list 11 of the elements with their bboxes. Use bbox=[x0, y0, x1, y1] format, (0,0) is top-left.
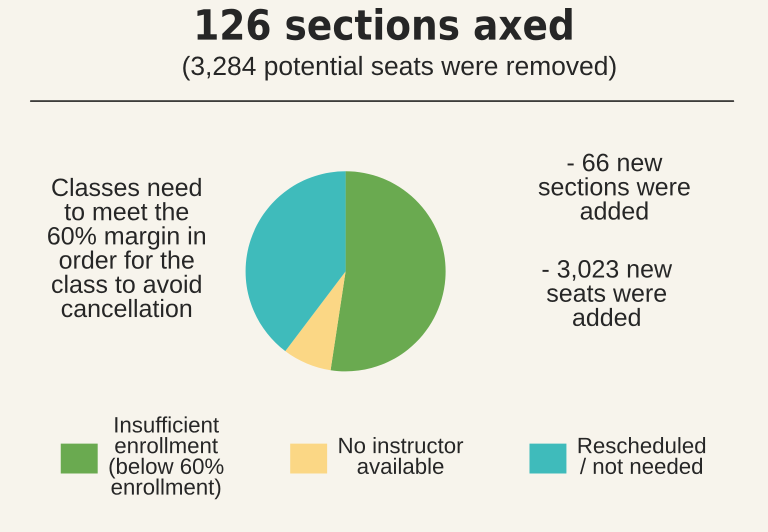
chart-subtitle: (3,284 potential seats were removed) bbox=[183, 56, 616, 80]
text: - 3,023 new seats were added bbox=[542, 260, 672, 326]
chart-title: 126 sections axed bbox=[197, 8, 572, 40]
pie-slice bbox=[246, 171, 346, 352]
pie-slice bbox=[330, 171, 446, 372]
text: - 66 new sections were added bbox=[538, 154, 690, 220]
legend-label: Insufficient enrollment (below 60% enrollment) bbox=[109, 416, 224, 500]
text: Classes need to meet the 60% margin in order for the class to avoid cancellation bbox=[48, 178, 206, 318]
legend-label: Rescheduled / not needed bbox=[578, 437, 706, 474]
legend-label: No instructor available bbox=[339, 437, 464, 474]
pie-slice bbox=[285, 271, 346, 370]
